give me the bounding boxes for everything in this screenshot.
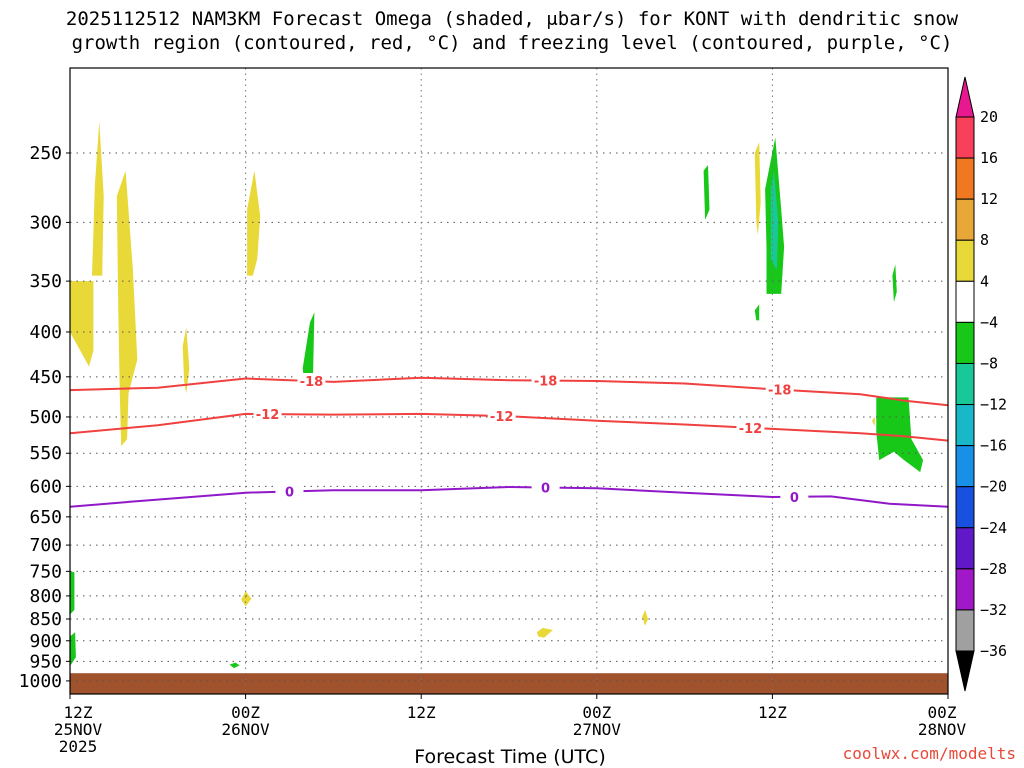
y-tick-label: 1000 — [19, 671, 62, 692]
y-tick-label: 850 — [29, 609, 62, 630]
x-tick-label: 00Z — [231, 703, 260, 722]
y-tick-label: 700 — [29, 535, 62, 556]
omega-region — [302, 312, 315, 381]
contour-label-bg — [780, 488, 809, 505]
contour-label: 0 — [790, 491, 799, 506]
plot-content: -18 -18 -18 -12 -12 -12 0 0 0 — [70, 68, 948, 694]
y-tick-label: 550 — [29, 443, 62, 464]
y-tick-label: 900 — [29, 631, 62, 652]
colorbar-swatch — [955, 609, 975, 652]
contour-label: -12 — [256, 408, 280, 423]
omega-region — [703, 165, 710, 220]
colorbar-swatch — [955, 527, 975, 570]
x-tick-label: 12Z — [407, 703, 436, 722]
omega-region — [871, 416, 875, 426]
contour-label: -18 — [768, 384, 792, 399]
colorbar-swatch — [955, 280, 975, 323]
credit-link[interactable]: coolwx.com/modelts — [842, 744, 1016, 763]
y-tick-label: 300 — [29, 212, 62, 233]
omega-region — [754, 142, 761, 235]
colorbar-label: 12 — [980, 190, 998, 208]
omega-region — [70, 281, 94, 367]
x-tick-label: 26NOV — [222, 720, 271, 739]
colorbar-label: −36 — [980, 642, 1007, 660]
contour-label-bg — [253, 406, 282, 423]
chart-title-line1: 2025112512 NAM3KM Forecast Omega (shaded… — [65, 8, 959, 30]
colorbar-swatch — [955, 445, 975, 488]
omega-region — [876, 397, 924, 473]
omega-region — [241, 591, 252, 607]
colorbar-label: −28 — [980, 560, 1007, 578]
contour-label: -18 — [300, 375, 324, 390]
x-tick-label: 2025 — [59, 737, 98, 756]
contour-label: 0 — [285, 485, 294, 500]
contour-label-bg — [297, 373, 326, 390]
contour-label-bg — [275, 483, 304, 500]
x-tick-label: 27NOV — [573, 720, 622, 739]
contour-label-bg — [736, 419, 765, 436]
colorbar-label: −16 — [980, 437, 1007, 455]
y-tick-label: 800 — [29, 586, 62, 607]
colorbar-label: 4 — [980, 272, 989, 290]
y-tick-label: 400 — [29, 322, 62, 343]
omega-region — [642, 609, 648, 626]
colorbar-label: −4 — [980, 313, 998, 331]
contour-label-bg — [765, 381, 794, 398]
omega-region — [892, 264, 897, 303]
omega-region — [754, 304, 760, 321]
colorbar-swatch — [955, 157, 975, 200]
omega-region — [229, 662, 240, 669]
contour-line — [70, 412, 948, 442]
colorbar-swatch — [955, 568, 975, 611]
contour-label: 0 — [541, 482, 550, 497]
colorbar-swatch — [955, 321, 975, 364]
colorbar-swatch — [955, 198, 975, 241]
y-tick-label: 350 — [29, 271, 62, 292]
colorbar-label: 16 — [980, 149, 998, 167]
contour-label: -18 — [534, 375, 558, 390]
plot-frame — [69, 67, 949, 695]
colorbar-label: −12 — [980, 396, 1007, 414]
colorbar-label: −24 — [980, 519, 1007, 537]
colorbar-swatch — [955, 362, 975, 406]
x-tick-label: 28NOV — [918, 720, 967, 739]
colorbar-swatch — [955, 404, 975, 447]
x-axis-title: Forecast Time (UTC) — [414, 746, 606, 768]
contour-label-bg — [531, 372, 560, 389]
y-tick-label: 450 — [29, 367, 62, 388]
colorbar-label: 8 — [980, 231, 989, 249]
colorbar-swatch — [955, 116, 975, 159]
colorbar-swatch — [955, 486, 975, 529]
colorbar-label: −20 — [980, 478, 1007, 496]
x-tick-label: 00Z — [582, 703, 611, 722]
omega-region — [247, 170, 261, 276]
contour-label-bg — [531, 479, 560, 496]
omega-region — [536, 627, 553, 638]
contour-label: -12 — [739, 422, 763, 437]
ground-fill — [70, 673, 948, 694]
contour-label-bg — [487, 407, 516, 424]
omega-region — [92, 121, 104, 276]
y-tick-label: 750 — [29, 561, 62, 582]
omega-region — [116, 170, 138, 447]
colorbar-bottom-triangle — [955, 650, 975, 692]
colorbar-swatch — [955, 239, 975, 282]
colorbar-label: −8 — [980, 354, 998, 372]
colorbar-label: −32 — [980, 601, 1007, 619]
x-tick-label: 12Z — [758, 703, 787, 722]
chart-title-line2: growth region (contoured, red, °C) and f… — [71, 32, 953, 54]
colorbar-label: 20 — [980, 108, 998, 126]
x-tick-label: 25NOV — [54, 720, 103, 739]
contour-label: -12 — [490, 410, 514, 425]
y-tick-label: 500 — [29, 407, 62, 428]
y-tick-label: 600 — [29, 476, 62, 497]
x-tick-label: 00Z — [928, 703, 957, 722]
omega-region — [70, 571, 75, 615]
y-tick-label: 950 — [29, 651, 62, 672]
y-tick-label: 650 — [29, 507, 62, 528]
y-tick-label: 250 — [29, 143, 62, 164]
x-tick-label: 12Z — [64, 703, 93, 722]
colorbar-top-triangle — [955, 76, 975, 118]
